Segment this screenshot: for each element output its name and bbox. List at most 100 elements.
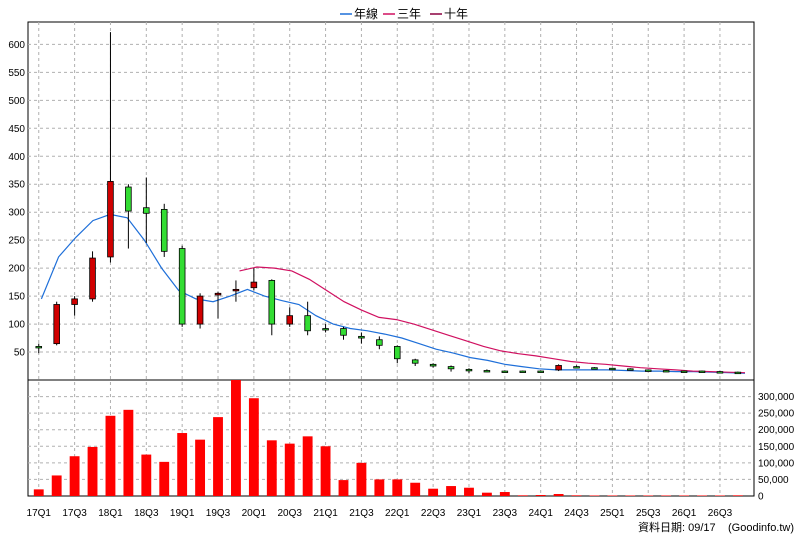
volume-bar [446,486,456,496]
candle-body [429,363,437,367]
volume-bar [213,417,223,496]
candle-body [716,371,724,374]
price-tick-label: 500 [8,96,25,107]
volume-bar [517,495,528,496]
candle-body [680,370,688,373]
candle-body [411,359,419,364]
data-date-label: 資料日期: 09/17 [638,520,716,534]
volume-bar [607,495,618,497]
x-tick-label: 21Q1 [313,508,338,519]
volume-bar [141,454,152,496]
volume-bar [87,446,98,496]
x-tick-label: 19Q3 [206,508,231,519]
candles [35,32,742,375]
volume-tick-label: 150,000 [758,442,795,453]
x-tick-label: 20Q3 [277,508,302,519]
candle-body [627,368,634,371]
candle-body [537,370,544,373]
candle-body [304,315,311,332]
candle-body [483,370,491,373]
volume-tick-label: 100,000 [758,458,795,469]
volume-bar [410,482,421,496]
candle-body [447,366,455,370]
legend-label-ten-year: 十年 [444,7,468,21]
volume-bar [535,495,546,496]
price-axis-ticks: 50 100 150 200 250 300 350 400 450 500 550 600 [8,40,25,359]
candle-body [125,186,132,212]
volume-tick-label: 200,000 [758,425,795,436]
volume-bar [248,398,259,496]
x-tick-label: 24Q3 [564,508,589,519]
candle-body [394,346,401,360]
x-tick-label: 18Q1 [98,508,123,519]
candle-body [609,367,616,371]
volume-tick-label: 250,000 [758,409,795,420]
candle-body [143,207,150,214]
series-line-three-year [239,266,746,374]
candle-body [107,181,114,258]
legend: 年線 三年 十年 [340,6,468,21]
x-tick-label: 26Q1 [672,508,697,519]
candle-body [465,368,473,372]
volume-bar [338,480,349,496]
volume-bar [499,492,510,496]
candle-body [698,370,706,373]
volume-bar [51,475,62,496]
volume-bar [302,436,313,496]
price-tick-label: 150 [8,292,25,303]
volume-bar [33,489,44,496]
volume-bar [715,495,725,497]
volume-bar [177,433,188,496]
x-tick-label: 25Q3 [636,508,661,519]
x-axis-ticks: 17Q1 17Q3 18Q1 18Q3 19Q1 19Q3 20Q1 20Q3 21Q1 21Q3… [27,508,733,519]
candle-body [196,295,204,325]
volume-bar [553,494,564,496]
volume-bars [33,380,743,497]
candle-body [232,288,240,292]
volume-tick-label: 300,000 [758,392,795,403]
candle-body [53,304,60,345]
candle-body [573,366,580,369]
price-tick-label: 100 [8,320,25,331]
candle-body [644,369,652,372]
volume-axis-ticks: 0 50,000 100,000 150,000 200,000 250,000 300,0… [758,392,795,502]
volume-bar [69,456,80,496]
volume-bar [159,461,170,496]
x-tick-label: 25Q1 [600,508,625,519]
x-tick-label: 17Q3 [62,508,87,519]
candle-body [734,371,742,375]
volume-bar [320,446,331,496]
candle-body [340,328,347,336]
volume-bar [266,440,277,496]
candle-body [89,257,96,300]
volume-bar [123,409,134,496]
price-plot-area [27,21,755,381]
price-tick-label: 600 [8,40,25,51]
volume-plot-area [27,379,755,497]
volume-bar [625,495,636,497]
volume-tick-label: 50,000 [758,475,789,486]
x-tick-label: 21Q3 [349,508,374,519]
volume-bar [679,495,690,497]
legend-label-year: 年線 [354,6,378,21]
candle-body [322,328,329,331]
x-tick-label: 26Q3 [708,508,733,519]
volume-bar [374,479,385,496]
volume-bar [464,487,474,496]
price-tick-label: 450 [8,124,25,135]
source-label: (Goodinfo.tw) [728,522,794,534]
candle-body [286,315,293,325]
x-tick-label: 24Q1 [528,508,553,519]
candle-body [214,292,222,296]
candle-body [268,280,276,325]
volume-bar [195,439,206,496]
price-tick-label: 250 [8,236,25,247]
volume-bar [697,495,707,497]
volume-bar [481,492,492,496]
volume-bar [589,495,600,497]
candle-body [662,370,670,373]
volume-bar [231,380,241,496]
volume-tick-label: 0 [758,492,764,503]
volume-bar [661,495,672,497]
